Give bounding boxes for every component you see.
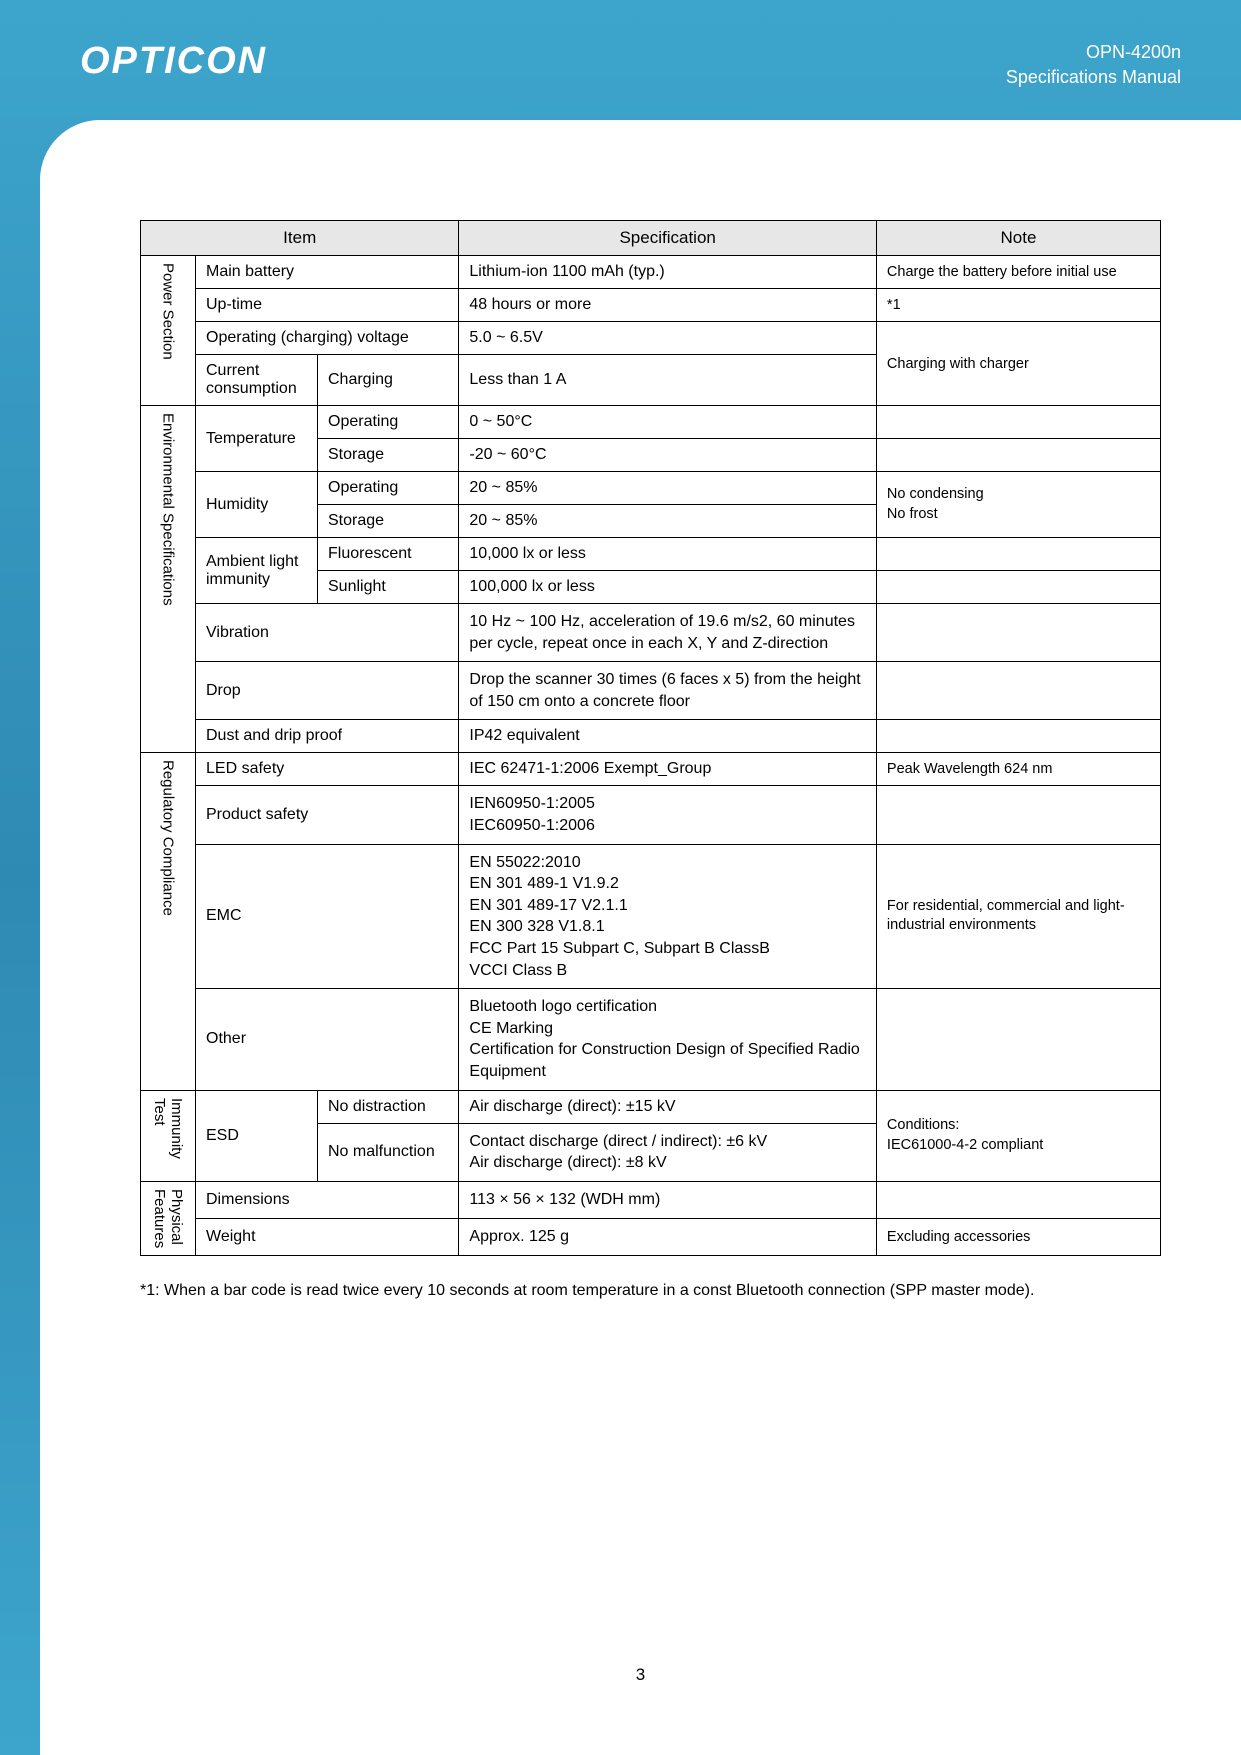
col-header-note: Note — [876, 221, 1160, 256]
note-value — [876, 720, 1160, 753]
note-value: Peak Wavelength 624 nm — [876, 753, 1160, 786]
document-header: OPTICON OPN-4200n Specifications Manual — [0, 0, 1241, 100]
note-value: Excluding accessories — [876, 1218, 1160, 1255]
item-label: Dust and drip proof — [196, 720, 459, 753]
item-label: Drop — [196, 662, 459, 720]
footnote: *1: When a bar code is read twice every … — [140, 1280, 1161, 1302]
table-row: Vibration 10 Hz ~ 100 Hz, acceleration o… — [141, 604, 1161, 662]
item-sublabel: Storage — [318, 439, 459, 472]
item-sublabel: Sunlight — [318, 571, 459, 604]
table-row: Up-time 48 hours or more *1 — [141, 289, 1161, 322]
table-row: Humidity Operating 20 ~ 85% No condensin… — [141, 472, 1161, 505]
item-label: Operating (charging) voltage — [196, 322, 459, 355]
category-physical: PhysicalFeatures — [141, 1181, 196, 1255]
note-value — [876, 1181, 1160, 1218]
spec-value: Contact discharge (direct / indirect): ±… — [459, 1123, 877, 1181]
note-value — [876, 439, 1160, 472]
spec-value: 5.0 ~ 6.5V — [459, 322, 877, 355]
table-row: PhysicalFeatures Dimensions 113 × 56 × 1… — [141, 1181, 1161, 1218]
spec-value: 10 Hz ~ 100 Hz, acceleration of 19.6 m/s… — [459, 604, 877, 662]
item-sublabel: Charging — [318, 355, 459, 406]
spec-value: 48 hours or more — [459, 289, 877, 322]
spec-value: 0 ~ 50°C — [459, 406, 877, 439]
spec-value: IEC 62471-1:2006 Exempt_Group — [459, 753, 877, 786]
table-row: EMC EN 55022:2010EN 301 489-1 V1.9.2EN 3… — [141, 844, 1161, 989]
spec-value: Drop the scanner 30 times (6 faces x 5) … — [459, 662, 877, 720]
note-value — [876, 786, 1160, 844]
note-value: No condensingNo frost — [876, 472, 1160, 538]
spec-value: IEN60950-1:2005IEC60950-1:2006 — [459, 786, 877, 844]
item-sublabel: No malfunction — [318, 1123, 459, 1181]
category-immunity: ImmunityTest — [141, 1090, 196, 1181]
note-value: Charge the battery before initial use — [876, 256, 1160, 289]
spec-value: Air discharge (direct): ±15 kV — [459, 1090, 877, 1123]
item-label: Weight — [196, 1218, 459, 1255]
note-value: For residential, commercial and light-in… — [876, 844, 1160, 989]
item-label: LED safety — [196, 753, 459, 786]
col-header-item: Item — [141, 221, 459, 256]
item-label: Up-time — [196, 289, 459, 322]
item-label: Main battery — [196, 256, 459, 289]
product-name: OPN-4200n — [1006, 40, 1181, 65]
note-value — [876, 571, 1160, 604]
spec-value: Approx. 125 g — [459, 1218, 877, 1255]
item-sublabel: No distraction — [318, 1090, 459, 1123]
specifications-table: Item Specification Note Power Section Ma… — [140, 220, 1161, 1256]
category-power: Power Section — [141, 256, 196, 406]
item-label: Current consumption — [196, 355, 318, 406]
spec-value: IP42 equivalent — [459, 720, 877, 753]
spec-value: -20 ~ 60°C — [459, 439, 877, 472]
note-value — [876, 406, 1160, 439]
brand-logo: OPTICON — [80, 40, 267, 83]
table-row: Regulatory Compliance LED safety IEC 624… — [141, 753, 1161, 786]
table-row: ImmunityTest ESD No distraction Air disc… — [141, 1090, 1161, 1123]
item-sublabel: Fluorescent — [318, 538, 459, 571]
spec-value: EN 55022:2010EN 301 489-1 V1.9.2EN 301 4… — [459, 844, 877, 989]
spec-value: 113 × 56 × 132 (WDH mm) — [459, 1181, 877, 1218]
item-label: Vibration — [196, 604, 459, 662]
note-value — [876, 538, 1160, 571]
table-row: Environmental Specifications Temperature… — [141, 406, 1161, 439]
table-row: Operating (charging) voltage 5.0 ~ 6.5V … — [141, 322, 1161, 355]
category-environmental: Environmental Specifications — [141, 406, 196, 753]
item-label: Dimensions — [196, 1181, 459, 1218]
item-label: Humidity — [196, 472, 318, 538]
table-row: Weight Approx. 125 g Excluding accessori… — [141, 1218, 1161, 1255]
item-sublabel: Operating — [318, 472, 459, 505]
item-label: ESD — [196, 1090, 318, 1181]
table-header-row: Item Specification Note — [141, 221, 1161, 256]
page-number: 3 — [40, 1665, 1241, 1685]
item-label: Product safety — [196, 786, 459, 844]
note-value — [876, 662, 1160, 720]
document-title-block: OPN-4200n Specifications Manual — [1006, 40, 1181, 90]
item-label: Ambient light immunity — [196, 538, 318, 604]
table-row: Drop Drop the scanner 30 times (6 faces … — [141, 662, 1161, 720]
item-sublabel: Storage — [318, 505, 459, 538]
note-value: *1 — [876, 289, 1160, 322]
item-label: Other — [196, 989, 459, 1090]
spec-value: 20 ~ 85% — [459, 505, 877, 538]
table-row: Product safety IEN60950-1:2005IEC60950-1… — [141, 786, 1161, 844]
note-value — [876, 989, 1160, 1090]
table-row: Ambient light immunity Fluorescent 10,00… — [141, 538, 1161, 571]
spec-value: 100,000 lx or less — [459, 571, 877, 604]
note-value — [876, 604, 1160, 662]
item-label: EMC — [196, 844, 459, 989]
document-subtitle: Specifications Manual — [1006, 65, 1181, 90]
note-value: Charging with charger — [876, 322, 1160, 406]
item-sublabel: Operating — [318, 406, 459, 439]
col-header-spec: Specification — [459, 221, 877, 256]
spec-value: 10,000 lx or less — [459, 538, 877, 571]
spec-value: Bluetooth logo certificationCE MarkingCe… — [459, 989, 877, 1090]
page-body: Item Specification Note Power Section Ma… — [40, 120, 1241, 1755]
table-row: Dust and drip proof IP42 equivalent — [141, 720, 1161, 753]
note-value: Conditions:IEC61000-4-2 compliant — [876, 1090, 1160, 1181]
table-row: Other Bluetooth logo certificationCE Mar… — [141, 989, 1161, 1090]
spec-value: Lithium-ion 1100 mAh (typ.) — [459, 256, 877, 289]
spec-value: 20 ~ 85% — [459, 472, 877, 505]
item-label: Temperature — [196, 406, 318, 472]
category-regulatory: Regulatory Compliance — [141, 753, 196, 1090]
spec-value: Less than 1 A — [459, 355, 877, 406]
table-row: Power Section Main battery Lithium-ion 1… — [141, 256, 1161, 289]
